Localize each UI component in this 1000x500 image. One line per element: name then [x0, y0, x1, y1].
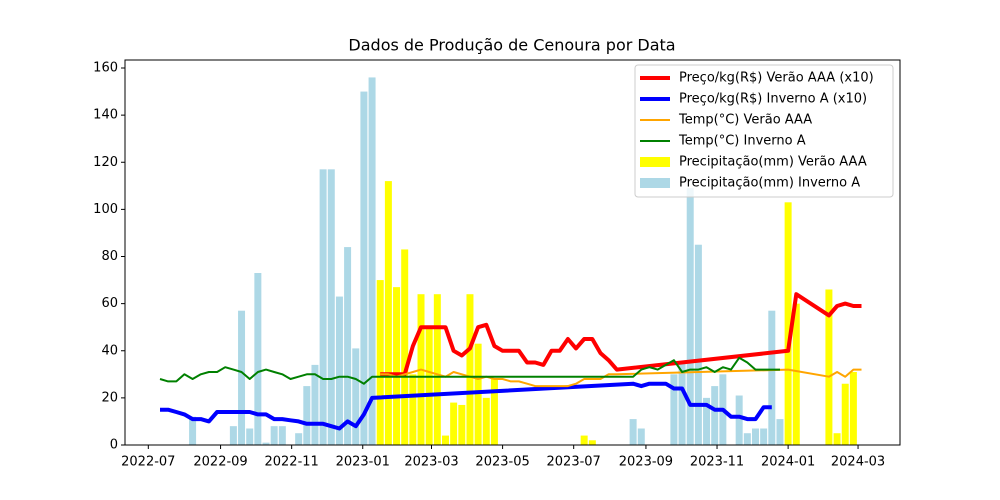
bar [825, 289, 833, 445]
bar [270, 426, 278, 445]
x-tick-label: 2023-11 [690, 455, 744, 470]
x-tick-label: 2023-07 [547, 455, 601, 470]
y-tick-label: 80 [101, 249, 118, 264]
bar [841, 383, 849, 445]
x-tick-label: 2024-03 [831, 455, 885, 470]
legend-box [634, 64, 894, 198]
bar [686, 188, 694, 445]
bar [580, 435, 588, 445]
bar [792, 303, 800, 445]
bar [711, 386, 719, 445]
y-tick-label: 20 [101, 390, 118, 405]
x-tick-label: 2023-09 [619, 455, 673, 470]
y-tick-label: 60 [101, 296, 118, 311]
bar [319, 169, 327, 445]
line [380, 292, 862, 377]
y-tick-label: 0 [110, 438, 118, 453]
bar [694, 244, 702, 445]
bar [278, 426, 286, 445]
legend-label: Temp(°C) Inverno A [678, 134, 806, 149]
y-tick-label: 160 [93, 61, 118, 76]
bar [327, 169, 335, 445]
x-tick-label: 2023-01 [336, 455, 390, 470]
bar [262, 442, 270, 445]
bar [441, 435, 449, 445]
legend-label: Precipitação(mm) Inverno A [679, 176, 860, 191]
x-tick-label: 2022-11 [264, 455, 318, 470]
bar [425, 327, 433, 445]
bar [490, 379, 498, 445]
legend: Preço/kg(R$) Verão AAA (x10) Preço/kg(R$)… [634, 64, 894, 198]
bar [393, 287, 401, 445]
x-tick-label: 2024-01 [761, 455, 815, 470]
legend-swatch [640, 178, 670, 188]
plot-area [159, 77, 862, 446]
bar [254, 272, 262, 445]
x-tick-label: 2023-05 [475, 455, 529, 470]
bar [344, 247, 352, 445]
bar [335, 296, 343, 445]
x-tick-label: 2023-03 [404, 455, 458, 470]
bar [760, 428, 768, 445]
bar [360, 91, 368, 446]
y-tick-label: 140 [93, 108, 118, 123]
bar [703, 397, 711, 445]
line [159, 356, 780, 385]
bar [637, 428, 645, 445]
bar [474, 343, 482, 445]
bar [466, 294, 474, 445]
bar [784, 202, 792, 445]
y-tick-label: 40 [101, 343, 118, 358]
bar [458, 404, 466, 445]
bar [295, 433, 303, 445]
bar [629, 419, 637, 445]
bar [670, 374, 678, 445]
bar [743, 433, 751, 445]
bar [735, 395, 743, 445]
legend-label: Temp(°C) Verão AAA [678, 113, 812, 128]
bar [776, 419, 784, 445]
bar [384, 181, 392, 445]
bar [401, 249, 409, 445]
bar [433, 294, 441, 445]
bar [482, 397, 490, 445]
bar [352, 348, 360, 445]
bar [238, 310, 246, 445]
bar [311, 364, 319, 445]
legend-label: Preço/kg(R$) Verão AAA (x10) [679, 71, 874, 86]
bar [189, 416, 197, 445]
axes-frame [124, 59, 901, 446]
chart-title: Dados de Produção de Cenoura por Data [348, 36, 675, 55]
bar [849, 371, 857, 445]
legend-swatch [640, 157, 670, 167]
y-tick-label: 120 [93, 155, 118, 170]
y-tick-label: 100 [93, 202, 118, 217]
bar [409, 374, 417, 445]
line [380, 368, 862, 388]
bar [368, 77, 376, 446]
bar [768, 310, 776, 445]
legend-label: Preço/kg(R$) Inverno A (x10) [679, 92, 867, 107]
line [160, 381, 772, 431]
bar [588, 440, 596, 445]
bar [376, 280, 384, 445]
bar [450, 402, 458, 445]
legend-label: Precipitação(mm) Verão AAA [679, 155, 867, 170]
bar [678, 362, 686, 445]
bar [246, 428, 254, 445]
x-tick-label: 2022-07 [121, 455, 175, 470]
bar [303, 386, 311, 445]
bar [751, 428, 759, 445]
bar [833, 433, 841, 445]
x-tick-label: 2022-09 [193, 455, 247, 470]
bar [229, 426, 237, 445]
